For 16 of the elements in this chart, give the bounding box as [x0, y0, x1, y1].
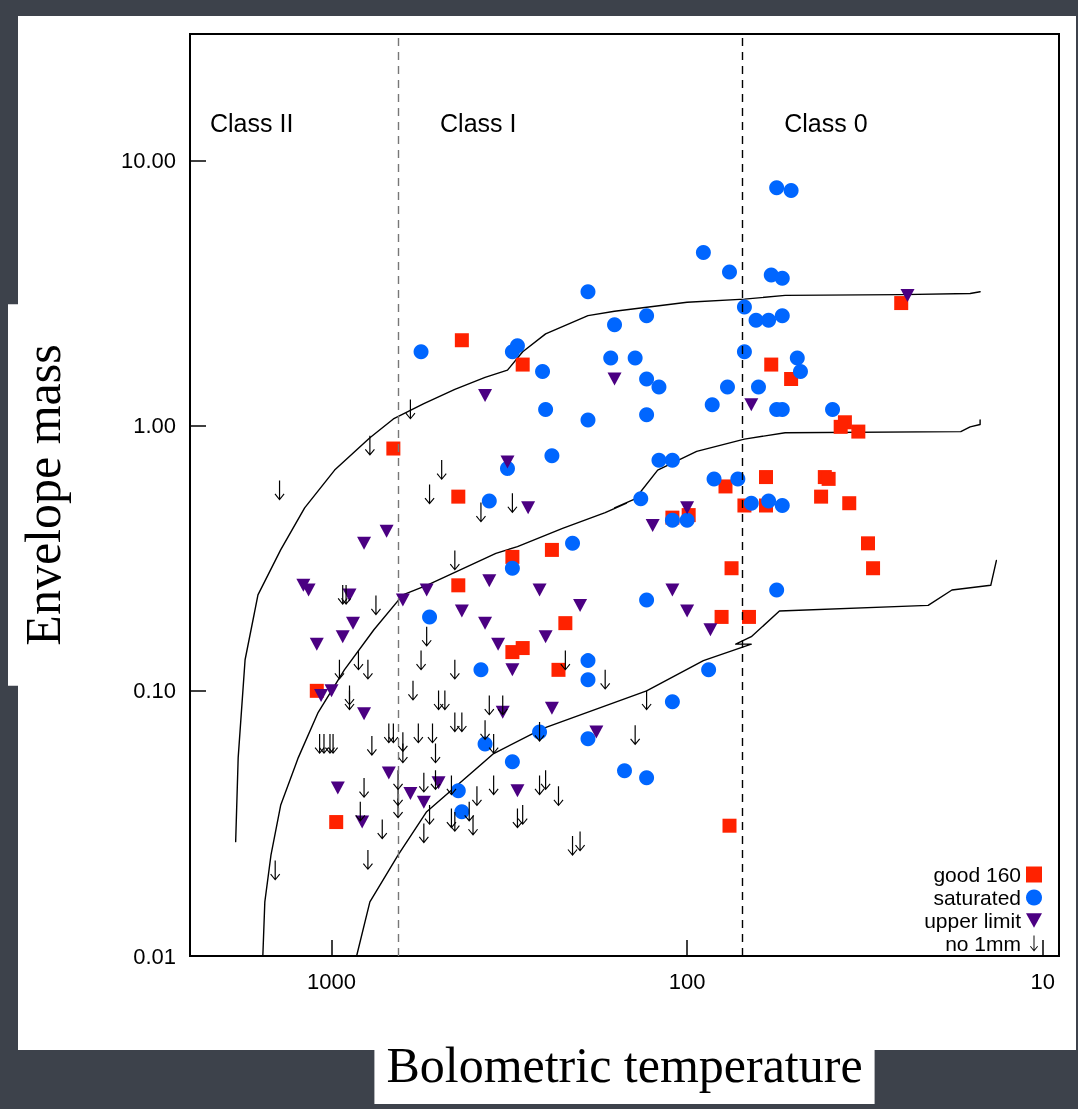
legend-label: saturated — [933, 886, 1021, 909]
y-axis-title: Envelope mass — [15, 344, 71, 646]
y-tick-label: 1.00 — [133, 413, 176, 439]
y-tick-label: 0.01 — [133, 943, 176, 969]
x-axis-title: Bolometric temperature — [386, 1037, 863, 1093]
annotation: Class II — [210, 108, 294, 137]
x-tick-label: 10 — [1030, 968, 1055, 994]
annotation: Class 0 — [784, 108, 868, 137]
y-tick-label: 0.10 — [133, 678, 176, 704]
legend-label: no 1mm — [945, 932, 1021, 955]
x-tick-label: 100 — [668, 968, 706, 994]
y-tick-label: 10.00 — [120, 148, 176, 174]
legend-label: upper limit — [924, 909, 1022, 932]
annotation: Class I — [440, 108, 517, 137]
x-tick-label: 1000 — [307, 968, 356, 994]
legend-label: good 160 — [933, 863, 1021, 886]
